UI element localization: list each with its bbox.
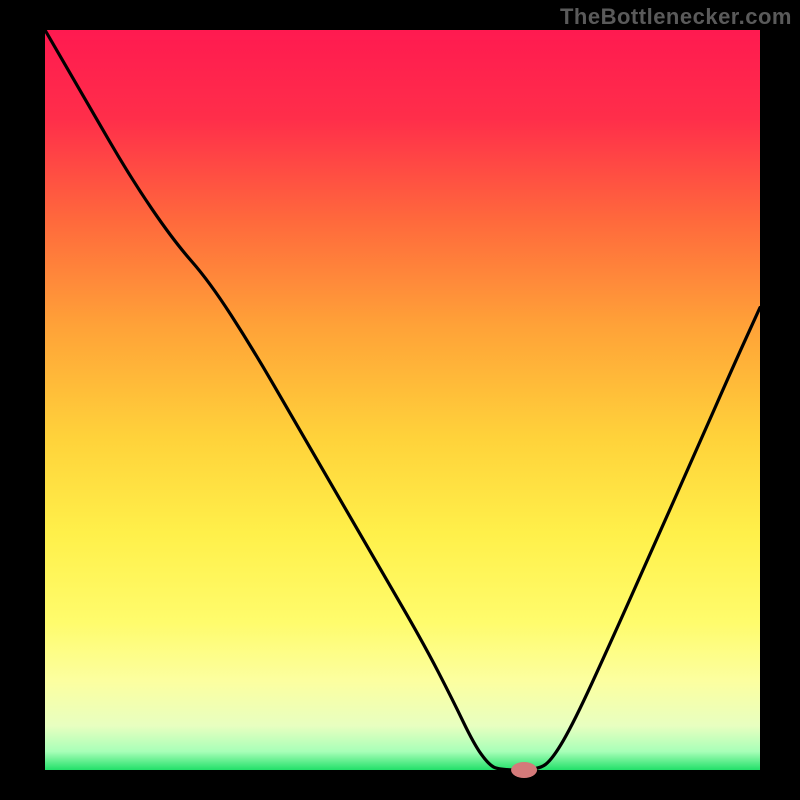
optimal-marker <box>511 762 537 778</box>
watermark-text: TheBottlenecker.com <box>560 4 792 30</box>
chart-container: TheBottlenecker.com <box>0 0 800 800</box>
bottleneck-chart <box>0 0 800 800</box>
gradient-background <box>45 30 760 770</box>
